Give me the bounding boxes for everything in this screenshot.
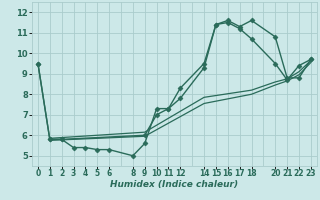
X-axis label: Humidex (Indice chaleur): Humidex (Indice chaleur) xyxy=(110,180,238,189)
